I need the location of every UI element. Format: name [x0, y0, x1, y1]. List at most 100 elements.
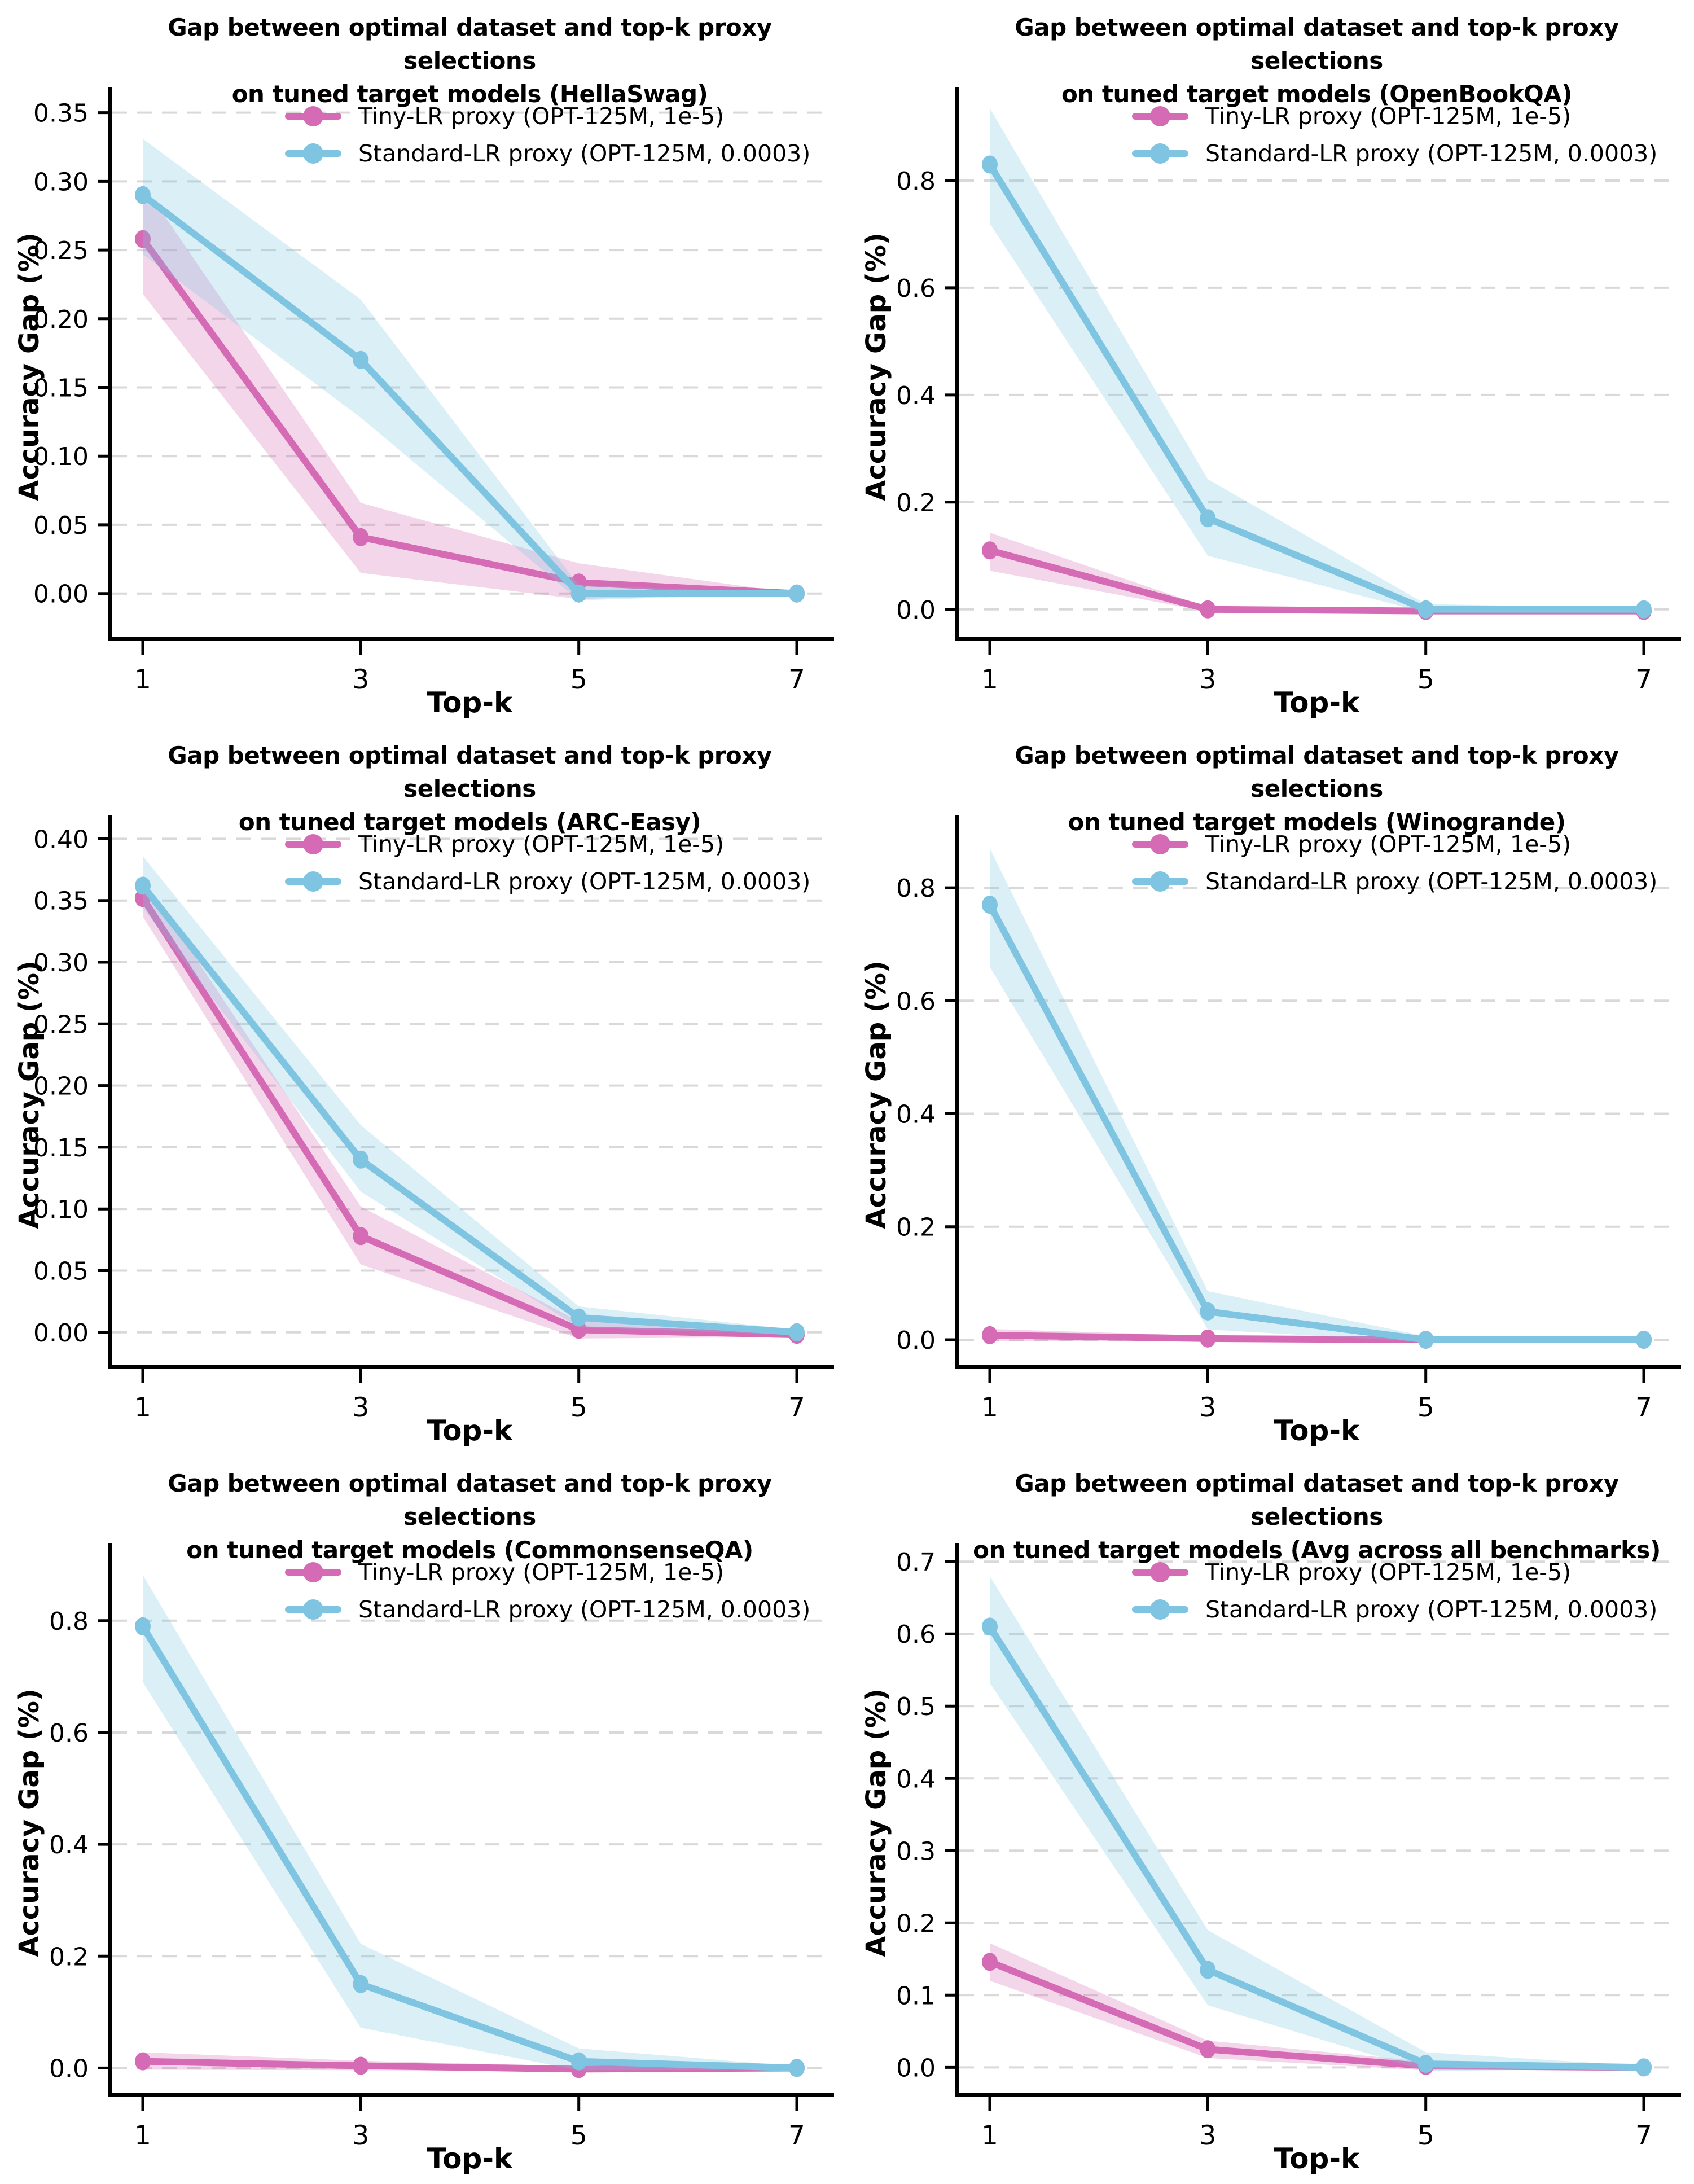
tiny-lr-legend-dot-icon — [303, 1562, 323, 1582]
legend-label: Tiny-LR proxy (OPT-125M, 1e-5) — [358, 831, 725, 858]
chart-title-line1: Gap between optimal dataset and top-k pr… — [1015, 14, 1619, 74]
x-tick-label: 7 — [1635, 664, 1652, 695]
tiny-lr-legend-marker-icon — [285, 834, 341, 854]
y-tick-label: 0.05 — [33, 1257, 89, 1286]
standard-line — [986, 161, 1647, 613]
chart-title-line1: Gap between optimal dataset and top-k pr… — [168, 14, 772, 74]
standard-lr-legend-dot-icon — [1150, 143, 1170, 164]
tiny-marker — [353, 2056, 369, 2075]
x-tick-label: 5 — [1417, 1392, 1434, 1423]
x-tick-label: 3 — [352, 1392, 369, 1423]
chart-title-line1: Gap between optimal dataset and top-k pr… — [168, 742, 772, 802]
y-tick-label: 0.8 — [49, 1607, 89, 1636]
legend: Tiny-LR proxy (OPT-125M, 1e-5) Standard-… — [285, 1559, 810, 1623]
y-axis-label: Accuracy Gap (%) — [861, 961, 892, 1229]
x-tick-label: 7 — [1635, 2120, 1652, 2151]
legend-label: Tiny-LR proxy (OPT-125M, 1e-5) — [1205, 831, 1572, 858]
tiny-marker — [982, 1953, 998, 1971]
standard-marker — [789, 584, 805, 603]
x-tick-label: 5 — [1417, 2120, 1434, 2151]
y-tick-label: 0.15 — [33, 1134, 89, 1163]
standard-marker — [353, 350, 369, 369]
chart-title-line2: on tuned target models (CommonsenseQA) — [186, 1536, 753, 1564]
tiny-lr-legend-dot-icon — [303, 834, 323, 854]
tiny-lr-legend-marker-icon — [285, 1562, 341, 1582]
legend-label: Standard-LR proxy (OPT-125M, 0.0003) — [1205, 868, 1658, 895]
legend-label: Standard-LR proxy (OPT-125M, 0.0003) — [358, 868, 811, 895]
standard-lr-legend-dot-icon — [303, 871, 323, 892]
legend-item-tiny-lr: Tiny-LR proxy (OPT-125M, 1e-5) — [1132, 103, 1657, 130]
standard-marker — [135, 1617, 151, 1635]
standard-marker — [789, 2059, 805, 2077]
tiny-line — [139, 235, 800, 597]
chart-winogrande: 0.0 0.2 0.4 0.6 0.8 1 3 5 7 Gap between optimal … — [847, 728, 1694, 1456]
standard-marker — [1200, 509, 1216, 528]
x-tick-label: 5 — [570, 2120, 587, 2151]
y-tick-label: 0.6 — [896, 274, 936, 303]
standard-line — [139, 1622, 800, 2072]
standard-marker — [789, 1323, 805, 1341]
tiny-lr-legend-marker-icon — [1132, 834, 1188, 854]
chart-title: Gap between optimal dataset and top-k pr… — [957, 11, 1677, 111]
tiny-lr-legend-marker-icon — [1132, 1562, 1188, 1582]
chart-title-line2: on tuned target models (Winogrande) — [1068, 808, 1566, 836]
plot-arc-easy: 0.00 0.05 0.10 0.15 0.20 0.25 0.30 0.35 0.40 1 3 5 7 — [33, 815, 834, 1423]
chart-title-line2: on tuned target models (HellaSwag) — [231, 80, 708, 108]
y-tick-label: 0.30 — [33, 949, 89, 977]
y-tick-label: 0.6 — [49, 1719, 89, 1748]
x-tick-label: 3 — [1199, 2120, 1216, 2151]
y-tick-label: 0.10 — [33, 442, 89, 471]
standard-confidence-band — [143, 1575, 797, 2071]
chart-title: Gap between optimal dataset and top-k pr… — [957, 1467, 1677, 1567]
standard-marker — [1417, 600, 1434, 619]
chart-title-line1: Gap between optimal dataset and top-k pr… — [1015, 742, 1619, 802]
standard-marker — [982, 1617, 998, 1636]
y-tick-label: 0.2 — [49, 1942, 89, 1971]
y-axis-label: Accuracy Gap (%) — [14, 233, 45, 501]
tiny-lr-legend-marker-icon — [1132, 106, 1188, 126]
standard-marker — [1200, 1302, 1216, 1321]
tiny-marker — [353, 1227, 369, 1246]
legend: Tiny-LR proxy (OPT-125M, 1e-5) Standard-… — [1132, 1559, 1657, 1623]
legend-label: Tiny-LR proxy (OPT-125M, 1e-5) — [1205, 1559, 1572, 1586]
x-tick-label: 1 — [981, 1392, 998, 1423]
y-tick-label: 0.30 — [33, 168, 89, 196]
x-tick-label: 7 — [1635, 1392, 1652, 1423]
standard-confidence-band — [143, 856, 797, 1335]
x-tick-label: 5 — [570, 1392, 587, 1423]
standard-lr-legend-marker-icon — [285, 1599, 341, 1620]
standard-marker — [353, 1975, 369, 1993]
tiny-marker — [982, 1326, 998, 1344]
legend-item-standard-lr: Standard-LR proxy (OPT-125M, 0.0003) — [285, 868, 810, 895]
legend-label: Standard-LR proxy (OPT-125M, 0.0003) — [1205, 1596, 1658, 1623]
standard-marker — [135, 186, 151, 204]
x-axis-label: Top-k — [1274, 686, 1360, 719]
plot-commonsenseqa: 0.0 0.2 0.4 0.6 0.8 1 3 5 7 — [49, 1543, 834, 2151]
x-tick-label: 1 — [134, 2120, 151, 2151]
standard-confidence-band — [143, 138, 797, 600]
plot-hellaswag: 0.00 0.05 0.10 0.15 0.20 0.25 0.30 0.35 1 3 5 7 — [33, 87, 834, 695]
standard-line — [986, 901, 1647, 1343]
standard-marker — [1636, 2058, 1652, 2077]
standard-lr-legend-dot-icon — [303, 1599, 323, 1620]
legend-item-standard-lr: Standard-LR proxy (OPT-125M, 0.0003) — [1132, 868, 1657, 895]
legend-label: Tiny-LR proxy (OPT-125M, 1e-5) — [358, 1559, 725, 1586]
y-tick-label: 0.15 — [33, 374, 89, 403]
legend-item-tiny-lr: Tiny-LR proxy (OPT-125M, 1e-5) — [285, 1559, 810, 1586]
y-tick-label: 0.35 — [33, 99, 89, 128]
x-axis-label: Top-k — [427, 686, 513, 719]
y-tick-label: 0.2 — [896, 489, 936, 518]
standard-lr-legend-marker-icon — [285, 871, 341, 892]
chart-avg-benchmarks: 0.0 0.1 0.2 0.3 0.4 0.5 0.6 0.7 1 3 5 7 Gap between… — [847, 1456, 1694, 2184]
x-tick-label: 7 — [788, 1392, 805, 1423]
x-tick-label: 1 — [981, 2120, 998, 2151]
y-tick-label: 0.4 — [896, 381, 936, 410]
y-tick-label: 0.20 — [33, 305, 89, 334]
standard-lr-legend-dot-icon — [303, 143, 323, 164]
x-axis-label: Top-k — [1274, 1414, 1360, 1447]
tiny-marker — [353, 528, 369, 546]
standard-lr-legend-marker-icon — [1132, 1599, 1188, 1620]
y-tick-label: 0.4 — [49, 1831, 89, 1860]
chart-title-line2: on tuned target models (ARC-Easy) — [238, 808, 701, 836]
